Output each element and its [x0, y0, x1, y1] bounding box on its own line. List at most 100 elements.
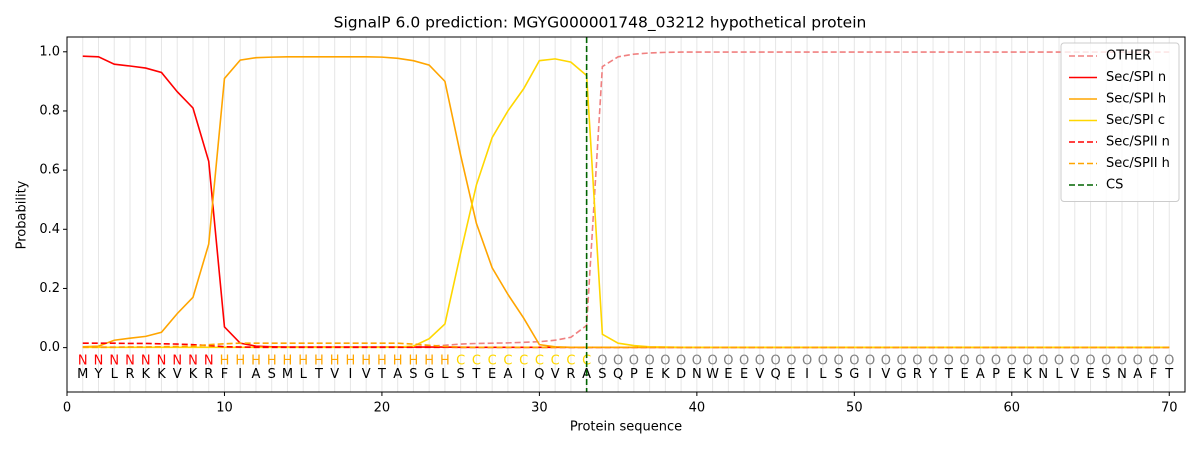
annotation-label: N — [78, 353, 88, 368]
residue-label: F — [221, 367, 228, 382]
residue-label: V — [755, 367, 764, 382]
annotation-label: H — [424, 353, 434, 368]
legend-label: Sec/SPII n — [1106, 135, 1170, 150]
annotation-label: O — [770, 353, 780, 368]
annotation-label: O — [1070, 353, 1080, 368]
residue-label: T — [471, 367, 480, 382]
legend: OTHER Sec/SPI n Sec/SPI h Sec/SPI c Sec/SPII… — [1060, 42, 1180, 202]
residue-label: G — [897, 367, 907, 382]
residue-label: N — [1038, 367, 1048, 382]
annotation-label: O — [802, 353, 812, 368]
annotation-label: O — [818, 353, 828, 368]
residue-label: R — [204, 367, 213, 382]
residue-label: E — [960, 367, 968, 382]
residue-label: G — [849, 367, 859, 382]
residue-label: D — [676, 367, 686, 382]
plot-frame — [66, 36, 1186, 393]
legend-label: CS — [1106, 178, 1123, 193]
annotation-label: C — [456, 353, 465, 368]
annotation-label: O — [1101, 353, 1111, 368]
x-tick-label: 70 — [1161, 401, 1178, 416]
annotation-label: O — [723, 353, 733, 368]
residue-label: E — [724, 367, 732, 382]
annotation-label: N — [141, 353, 151, 368]
annotation-label: H — [361, 353, 371, 368]
annotation-label: N — [94, 353, 104, 368]
legend-label: Sec/SPII h — [1106, 156, 1170, 171]
y-tick-label: 0.0 — [39, 340, 60, 355]
annotation-label: H — [346, 353, 356, 368]
residue-label: V — [551, 367, 560, 382]
residue-label: S — [1102, 367, 1110, 382]
annotation-label: C — [551, 353, 560, 368]
annotation-label: C — [582, 353, 591, 368]
residue-label: A — [503, 367, 512, 382]
y-tick-label: 0.4 — [39, 222, 60, 237]
legend-label: OTHER — [1106, 49, 1151, 64]
annotation-label: O — [928, 353, 938, 368]
annotation-label: H — [283, 353, 293, 368]
legend-box — [1060, 42, 1180, 202]
residue-label: K — [157, 367, 166, 382]
annotation-label: O — [629, 353, 639, 368]
annotation-label: N — [109, 353, 119, 368]
residue-label: E — [740, 367, 748, 382]
annotation-label: N — [204, 353, 214, 368]
annotation-label: N — [125, 353, 135, 368]
residue-label: K — [189, 367, 198, 382]
residue-label: T — [1164, 367, 1173, 382]
annotation-label: O — [1007, 353, 1017, 368]
annotation-label: H — [440, 353, 450, 368]
legend-label: Sec/SPI n — [1106, 70, 1166, 85]
residue-label: I — [805, 367, 809, 382]
annotation-label: O — [1164, 353, 1174, 368]
annotation-label: O — [1054, 353, 1064, 368]
residue-label: L — [1055, 367, 1063, 382]
residue-label: I — [868, 367, 872, 382]
x-tick-label: 30 — [531, 401, 548, 416]
annotation-label: O — [613, 353, 623, 368]
residue-label: T — [377, 367, 386, 382]
annotation-label: C — [488, 353, 497, 368]
annotation-label: O — [739, 353, 749, 368]
residue-label: E — [1008, 367, 1016, 382]
x-tick-label: 10 — [216, 401, 233, 416]
y-tick-label: 1.0 — [39, 44, 60, 59]
annotation-label: O — [833, 353, 843, 368]
annotation-label: H — [377, 353, 387, 368]
annotation-label: O — [645, 353, 655, 368]
residue-label: V — [173, 367, 182, 382]
residue-label: M — [77, 367, 88, 382]
annotation-label: N — [157, 353, 167, 368]
annotation-label: O — [1022, 353, 1032, 368]
annotation-label: C — [566, 353, 575, 368]
residue-label: Y — [94, 367, 103, 382]
annotation-label: H — [393, 353, 403, 368]
residue-label: P — [992, 367, 1000, 382]
residue-label: N — [1117, 367, 1127, 382]
residue-label: E — [488, 367, 496, 382]
chart-title: SignalP 6.0 prediction: MGYG000001748_03… — [334, 14, 867, 33]
x-tick-label: 50 — [846, 401, 863, 416]
residue-label: I — [522, 367, 526, 382]
annotation-label: H — [267, 353, 277, 368]
annotation-label: H — [251, 353, 261, 368]
annotation-label: O — [944, 353, 954, 368]
legend-label: Sec/SPI c — [1106, 113, 1165, 128]
residue-label: K — [661, 367, 670, 382]
residue-label: R — [913, 367, 922, 382]
residue-label: P — [630, 367, 638, 382]
annotation-label: C — [503, 353, 512, 368]
annotation-label: O — [692, 353, 702, 368]
residue-label: L — [441, 367, 449, 382]
residue-label: L — [819, 367, 827, 382]
annotation-label: O — [975, 353, 985, 368]
annotation-label: O — [755, 353, 765, 368]
residue-label: A — [393, 367, 402, 382]
residue-label: V — [362, 367, 371, 382]
x-tick-label: 0 — [63, 401, 71, 416]
residue-label: R — [125, 367, 134, 382]
annotation-label: O — [912, 353, 922, 368]
